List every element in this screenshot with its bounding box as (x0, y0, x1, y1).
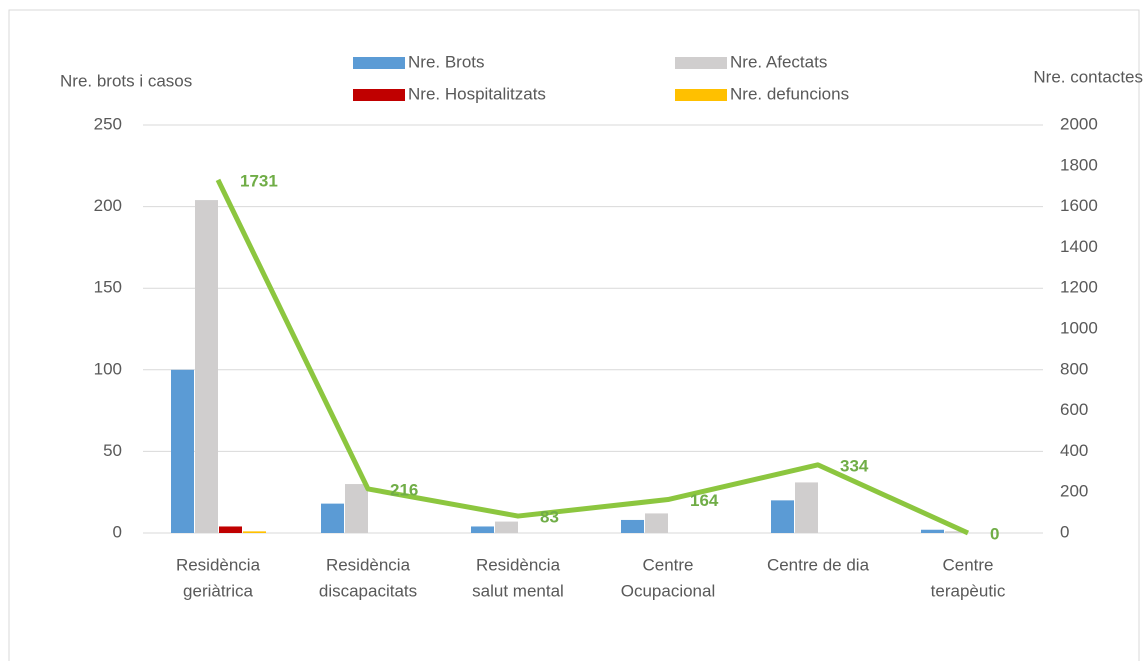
x-tick-label: Residència (176, 555, 261, 574)
y2-tick-label: 1200 (1060, 278, 1098, 297)
y-tick-label: 100 (94, 359, 122, 378)
x-tick-label: Residència (326, 555, 411, 574)
bar (345, 484, 368, 533)
x-tick-label: geriàtrica (183, 581, 253, 600)
bar (321, 503, 344, 533)
bar (621, 519, 644, 533)
bar (945, 531, 968, 533)
data-label: 1731 (240, 171, 278, 190)
bar (495, 521, 518, 533)
y-tick-label: 0 (113, 522, 122, 541)
legend-label: Nre. defuncions (730, 84, 849, 103)
y2-tick-label: 2000 (1060, 114, 1098, 133)
y2-axis-title: Nre. contactes (1033, 67, 1143, 86)
line (215, 178, 970, 536)
x-tick-label: discapacitats (319, 581, 417, 600)
legend-label: Nre. Afectats (730, 52, 827, 71)
y2-tick-label: 600 (1060, 400, 1088, 419)
x-tick-label: Centre (942, 555, 993, 574)
y2-tick-label: 200 (1060, 482, 1088, 501)
x-tick-label: Ocupacional (621, 581, 716, 600)
y2-tick-label: 0 (1060, 522, 1069, 541)
y2-tick-label: 1800 (1060, 155, 1098, 174)
bar (195, 200, 218, 533)
data-label: 334 (840, 456, 869, 475)
legend-swatch (353, 89, 405, 101)
y2-tick-label: 800 (1060, 359, 1088, 378)
y-axis-title: Nre. brots i casos (60, 71, 192, 90)
legend-swatch (675, 57, 727, 69)
y2-tick-label: 1400 (1060, 237, 1098, 256)
y-tick-label: 250 (94, 114, 122, 133)
bar (771, 500, 794, 533)
bar (171, 369, 194, 533)
data-label: 83 (540, 508, 559, 527)
x-tick-label: Residència (476, 555, 561, 574)
bar (795, 482, 818, 533)
y2-tick-label: 1000 (1060, 318, 1098, 337)
y-tick-label: 150 (94, 278, 122, 297)
y2-tick-label: 400 (1060, 441, 1088, 460)
x-tick-label: Centre (642, 555, 693, 574)
bar (243, 531, 266, 533)
legend-swatch (675, 89, 727, 101)
legend-swatch (353, 57, 405, 69)
x-tick-label: Centre de dia (767, 555, 870, 574)
x-tick-label: salut mental (472, 581, 564, 600)
bar (921, 529, 944, 533)
data-label: 216 (390, 480, 418, 499)
legend-label: Nre. Hospitalitzats (408, 84, 546, 103)
data-label: 164 (690, 491, 719, 510)
x-tick-label: terapèutic (931, 581, 1006, 600)
legend-label: Nre. Brots (408, 52, 485, 71)
data-label: 0 (990, 524, 999, 543)
y-tick-label: 50 (103, 441, 122, 460)
bar (219, 526, 242, 533)
bar (645, 513, 668, 533)
bar (471, 526, 494, 533)
y2-tick-label: 1600 (1060, 196, 1098, 215)
y-tick-label: 200 (94, 196, 122, 215)
